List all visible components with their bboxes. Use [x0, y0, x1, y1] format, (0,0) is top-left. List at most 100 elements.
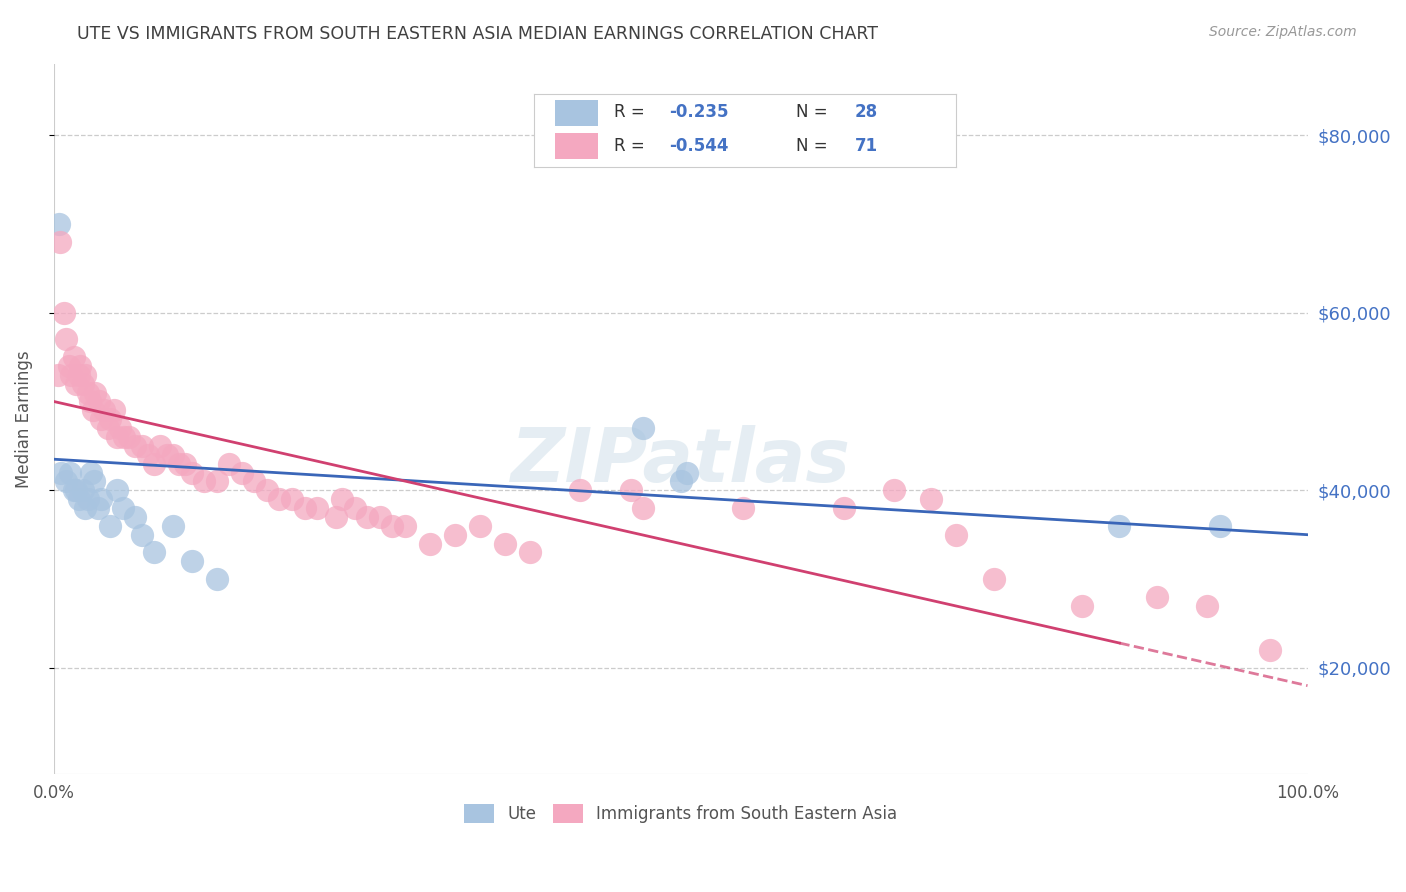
Text: N =: N = [796, 103, 832, 121]
Point [444, 527, 467, 541]
Point [1146, 590, 1168, 604]
Point [325, 510, 347, 524]
Point [80, 466, 103, 480]
Point [118, 430, 141, 444]
Point [174, 457, 197, 471]
Point [59, 466, 82, 480]
Point [58, 359, 80, 373]
Point [669, 475, 692, 489]
Point [46, 368, 69, 382]
Text: UTE VS IMMIGRANTS FROM SOUTH EASTERN ASIA MEDIAN EARNINGS CORRELATION CHART: UTE VS IMMIGRANTS FROM SOUTH EASTERN ASI… [77, 25, 879, 43]
Point [97, 421, 120, 435]
Point [67, 368, 90, 382]
Text: -0.544: -0.544 [669, 137, 728, 155]
Point [76, 492, 98, 507]
Point [1197, 599, 1219, 613]
Text: ZIPatlas: ZIPatlas [510, 425, 851, 499]
Point [983, 572, 1005, 586]
Point [676, 466, 699, 480]
Point [832, 501, 855, 516]
Point [381, 518, 404, 533]
Point [86, 501, 108, 516]
Point [76, 385, 98, 400]
Point [631, 501, 654, 516]
Point [75, 368, 97, 382]
FancyBboxPatch shape [555, 133, 598, 160]
Point [205, 475, 228, 489]
Point [131, 439, 153, 453]
Legend: Ute, Immigrants from South Eastern Asia: Ute, Immigrants from South Eastern Asia [457, 797, 904, 830]
Point [243, 475, 266, 489]
Point [218, 457, 240, 471]
Point [112, 430, 135, 444]
Point [51, 466, 73, 480]
Point [72, 376, 94, 391]
Point [143, 457, 166, 471]
Point [69, 359, 91, 373]
Point [193, 475, 215, 489]
Point [93, 403, 115, 417]
Point [65, 483, 87, 498]
Point [63, 483, 86, 498]
Point [84, 385, 107, 400]
Point [180, 554, 202, 568]
Point [90, 492, 112, 507]
Point [1108, 518, 1130, 533]
Point [67, 492, 90, 507]
Point [733, 501, 755, 516]
Text: Source: ZipAtlas.com: Source: ZipAtlas.com [1209, 25, 1357, 39]
Point [60, 368, 83, 382]
Text: R =: R = [614, 103, 651, 121]
Point [83, 475, 105, 489]
Point [167, 457, 190, 471]
Point [156, 448, 179, 462]
Point [111, 501, 134, 516]
Point [180, 466, 202, 480]
Point [281, 492, 304, 507]
Point [1209, 518, 1232, 533]
Point [65, 376, 87, 391]
Point [205, 572, 228, 586]
Point [468, 518, 491, 533]
Point [394, 518, 416, 533]
Point [631, 421, 654, 435]
Point [75, 501, 97, 516]
Point [945, 527, 967, 541]
Point [883, 483, 905, 498]
Point [55, 475, 77, 489]
Point [49, 235, 72, 249]
Point [98, 518, 121, 533]
Point [103, 403, 125, 417]
Point [569, 483, 592, 498]
Point [63, 350, 86, 364]
Point [82, 403, 104, 417]
Text: 28: 28 [855, 103, 877, 121]
Point [343, 501, 366, 516]
Point [98, 412, 121, 426]
Point [124, 510, 146, 524]
Text: 71: 71 [855, 137, 877, 155]
Point [52, 306, 75, 320]
Point [294, 501, 316, 516]
Y-axis label: Median Earnings: Median Earnings [15, 351, 32, 488]
Point [1070, 599, 1092, 613]
Point [105, 430, 128, 444]
Point [269, 492, 291, 507]
Point [494, 536, 516, 550]
Point [131, 527, 153, 541]
Point [87, 394, 110, 409]
Point [920, 492, 942, 507]
Point [55, 332, 77, 346]
Point [256, 483, 278, 498]
Point [72, 483, 94, 498]
FancyBboxPatch shape [555, 100, 598, 126]
Point [105, 483, 128, 498]
Point [419, 536, 441, 550]
Point [143, 545, 166, 559]
Point [619, 483, 641, 498]
Point [519, 545, 541, 559]
Point [79, 394, 101, 409]
Text: -0.235: -0.235 [669, 103, 728, 121]
Point [48, 217, 70, 231]
Point [330, 492, 353, 507]
